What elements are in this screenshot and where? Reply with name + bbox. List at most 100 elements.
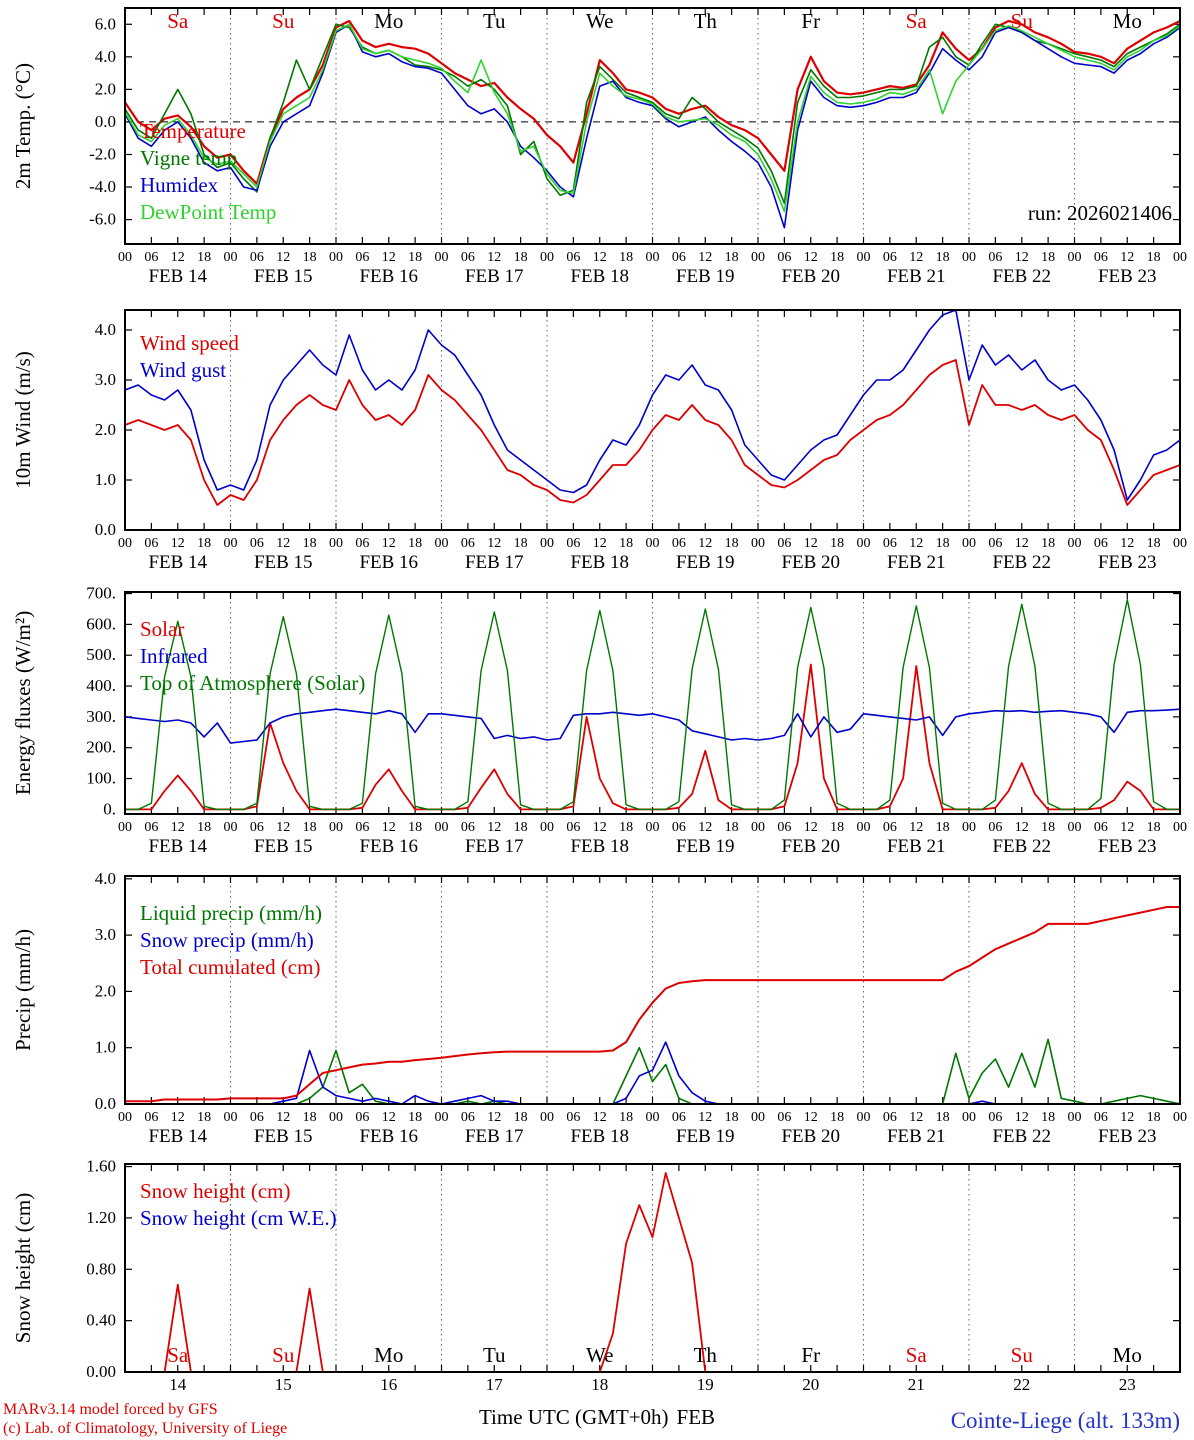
x-tick-label: 18 bbox=[725, 250, 739, 265]
x-tick-label: 18 bbox=[197, 1110, 211, 1125]
x-tick-label: 06 bbox=[988, 536, 1002, 551]
x-tick-label: 18 bbox=[1147, 1110, 1161, 1125]
x-tick-label: 18 bbox=[1147, 250, 1161, 265]
x-tick-label: 06 bbox=[250, 1110, 264, 1125]
date-label: FEB 20 bbox=[781, 836, 840, 857]
x-tick-label: 06 bbox=[355, 820, 369, 835]
x-tick-label: 12 bbox=[171, 1110, 185, 1125]
x-tick-label: 06 bbox=[1094, 1110, 1108, 1125]
legend-vigne-temp: Vigne temp bbox=[140, 146, 237, 170]
date-label: FEB 16 bbox=[359, 266, 418, 287]
date-label: FEB 20 bbox=[781, 1126, 840, 1147]
x-tick-label: 00 bbox=[224, 250, 238, 265]
x-tick-label: 12 bbox=[487, 1110, 501, 1125]
date-label: FEB 23 bbox=[1098, 836, 1157, 857]
date-label: FEB 15 bbox=[254, 1126, 313, 1147]
x-tick-label: 18 bbox=[830, 1110, 844, 1125]
x-tick-label: 12 bbox=[382, 536, 396, 551]
x-tick-label: 06 bbox=[144, 250, 158, 265]
x-tick-label: 00 bbox=[224, 820, 238, 835]
x-tick-label: 12 bbox=[909, 536, 923, 551]
x-tick-label: 00 bbox=[751, 536, 765, 551]
x-tick-label: 00 bbox=[118, 536, 132, 551]
date-label: FEB 22 bbox=[992, 1126, 1051, 1147]
day-number-label: 22 bbox=[1013, 1375, 1030, 1394]
x-tick-label: 12 bbox=[698, 1110, 712, 1125]
station-label: Cointe-Liege (alt. 133m) bbox=[950, 1408, 1180, 1433]
x-tick-label: 06 bbox=[672, 820, 686, 835]
day-number-label: 19 bbox=[697, 1375, 714, 1394]
x-tick-label: 12 bbox=[487, 820, 501, 835]
legend-wind-gust: Wind gust bbox=[140, 358, 226, 382]
x-tick-label: 00 bbox=[1068, 1110, 1082, 1125]
date-label: FEB 21 bbox=[887, 1126, 946, 1147]
day-label: Su bbox=[1011, 1343, 1034, 1367]
y-tick-label: 200. bbox=[86, 738, 116, 757]
date-label: FEB 22 bbox=[992, 836, 1051, 857]
day-label: Mo bbox=[374, 9, 403, 33]
x-tick-label: 18 bbox=[936, 250, 950, 265]
x-tick-label: 12 bbox=[1120, 1110, 1134, 1125]
plot-border bbox=[124, 875, 1181, 1105]
x-axis-title: Time UTC (GMT+0h) FEB bbox=[479, 1405, 715, 1430]
x-tick-label: 18 bbox=[514, 536, 528, 551]
date-label: FEB 20 bbox=[781, 552, 840, 573]
date-label: FEB 17 bbox=[465, 1126, 524, 1147]
x-tick-label: 12 bbox=[909, 250, 923, 265]
x-tick-label: 18 bbox=[830, 820, 844, 835]
y-axis-title: Snow height (cm) bbox=[11, 1193, 35, 1343]
x-tick-label: 06 bbox=[672, 1110, 686, 1125]
day-label: Su bbox=[272, 1343, 295, 1367]
x-tick-label: 12 bbox=[909, 820, 923, 835]
y-tick-label: 500. bbox=[86, 645, 116, 664]
x-tick-label: 12 bbox=[276, 1110, 290, 1125]
day-label: Th bbox=[694, 1343, 718, 1367]
x-tick-label: 12 bbox=[1015, 250, 1029, 265]
x-tick-label: 06 bbox=[883, 1110, 897, 1125]
x-tick-label: 06 bbox=[883, 536, 897, 551]
series-top-of-atmosphere-solar bbox=[125, 598, 1180, 811]
y-axis-title: 10m Wind (m/s) bbox=[11, 351, 35, 489]
x-tick-label: 18 bbox=[1147, 820, 1161, 835]
x-tick-label: 18 bbox=[197, 820, 211, 835]
series-wind-speed bbox=[125, 359, 1180, 506]
day-label: Su bbox=[272, 9, 295, 33]
legend-temperature: Temperature bbox=[140, 119, 246, 143]
x-tick-label: 12 bbox=[276, 250, 290, 265]
date-label: FEB 23 bbox=[1098, 266, 1157, 287]
y-tick-label: 3.0 bbox=[95, 370, 116, 389]
x-tick-label: 12 bbox=[1120, 820, 1134, 835]
x-tick-label: 06 bbox=[461, 820, 475, 835]
x-tick-label: 18 bbox=[1041, 1110, 1055, 1125]
day-label: Sa bbox=[167, 1343, 189, 1367]
date-label: FEB 14 bbox=[148, 552, 207, 573]
date-label: FEB 21 bbox=[887, 836, 946, 857]
series-snow-height-cm bbox=[125, 1172, 1180, 1372]
x-tick-label: 12 bbox=[698, 250, 712, 265]
date-label: FEB 19 bbox=[676, 836, 735, 857]
plot-border bbox=[124, 7, 1181, 245]
series-liquid-precip-mm-h bbox=[125, 1038, 1180, 1104]
x-tick-label: 06 bbox=[1094, 820, 1108, 835]
legend-wind-speed: Wind speed bbox=[140, 331, 239, 355]
y-tick-label: 0.0 bbox=[95, 520, 116, 539]
day-number-label: 18 bbox=[591, 1375, 608, 1394]
legend-infrared: Infrared bbox=[140, 644, 208, 668]
x-tick-label: 00 bbox=[751, 820, 765, 835]
x-tick-label: 18 bbox=[725, 820, 739, 835]
date-label: FEB 20 bbox=[781, 266, 840, 287]
x-tick-label: 00 bbox=[1068, 820, 1082, 835]
date-label: FEB 15 bbox=[254, 266, 313, 287]
x-tick-label: 12 bbox=[909, 1110, 923, 1125]
x-tick-label: 06 bbox=[883, 250, 897, 265]
y-tick-label: 1.0 bbox=[95, 470, 116, 489]
date-label: FEB 21 bbox=[887, 552, 946, 573]
x-tick-label: 06 bbox=[777, 536, 791, 551]
x-tick-label: 06 bbox=[1094, 250, 1108, 265]
x-tick-label: 06 bbox=[566, 820, 580, 835]
x-tick-label: 00 bbox=[329, 536, 343, 551]
x-tick-label: 00 bbox=[646, 820, 660, 835]
y-tick-label: 4.0 bbox=[95, 320, 116, 339]
x-tick-label: 18 bbox=[1041, 536, 1055, 551]
x-tick-label: 06 bbox=[988, 250, 1002, 265]
